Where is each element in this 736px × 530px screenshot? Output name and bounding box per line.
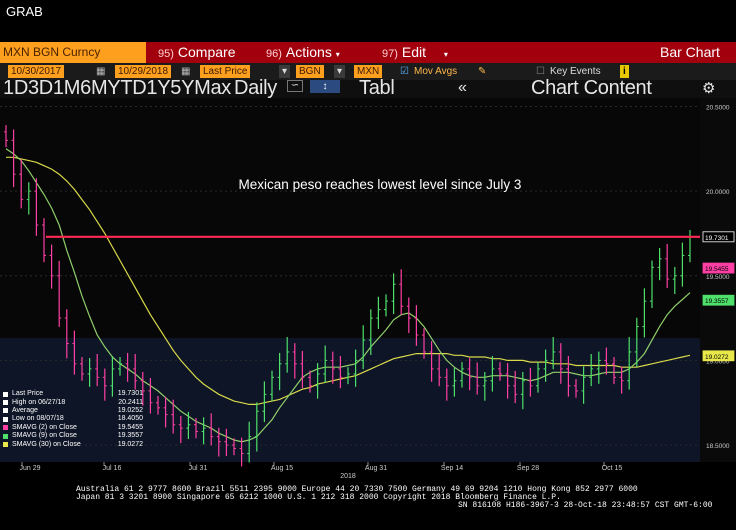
y-tick-label: 19.0000 — [706, 358, 730, 365]
frequency-selector[interactable]: Daily — [234, 77, 277, 99]
start-date-field[interactable]: 10/30/2017 — [8, 65, 65, 78]
y-tick-label: 19.5000 — [706, 274, 730, 281]
period-selector[interactable]: 1D3D1M6MYTD1Y5YMax — [3, 77, 232, 99]
y-tick-label: 20.5000 — [706, 104, 730, 111]
footer-contacts: Australia 61 2 9777 8600 Brazil 5511 239… — [76, 485, 638, 494]
legend-item: SMAVG (9) on Close 19.3557 — [3, 432, 143, 440]
compare-menu[interactable]: 95) Compare — [158, 42, 236, 63]
actions-label: Actions — [285, 44, 332, 60]
x-tick-label: Aug 15 — [271, 465, 293, 472]
legend-label: High on 06/27/18 — [12, 398, 66, 406]
x-tick-label: Sep 14 — [441, 465, 463, 472]
legend-value: 19.0252 — [117, 406, 143, 414]
actions-menu[interactable]: 96) Actions ▾ — [266, 42, 340, 63]
chart-legend: Last Price 19.7301 High on 06/27/18 20.2411… — [3, 390, 143, 449]
legend-item: Average 19.0252 — [3, 407, 143, 415]
legend-value: 20.2411 — [118, 398, 143, 406]
source-dropdown-icon[interactable]: ▾ — [334, 65, 346, 78]
legend-item: High on 06/27/18 20.2411 — [3, 398, 143, 406]
calendar-icon[interactable]: ▦ — [181, 66, 191, 77]
mov-avgs-label[interactable]: Mov Avgs — [414, 66, 458, 77]
legend-value: 19.3557 — [117, 432, 143, 440]
security-ticker[interactable]: MXN BGN Curncy — [0, 42, 146, 63]
price-tag-label: 19.3557 — [705, 298, 729, 305]
line-chart-icon[interactable]: ∽ — [287, 80, 303, 92]
actions-dropdown-icon: ▾ — [335, 50, 340, 59]
price-field-select[interactable]: Last Price — [200, 65, 251, 78]
chart-content-label[interactable]: Chart Content — [531, 77, 652, 99]
edit-shortcut: 97) — [382, 48, 398, 60]
legend-label: SMAVG (9) on Close — [12, 432, 77, 440]
price-tag — [702, 350, 735, 362]
currency-field[interactable]: MXN — [354, 65, 383, 78]
price-tag-label: 19.5455 — [705, 266, 729, 273]
x-tick-label: Sep 28 — [517, 465, 539, 472]
price-dropdown-icon[interactable]: ▾ — [279, 65, 291, 78]
price-tag-label: 19.7301 — [705, 235, 729, 242]
chart-type-label[interactable]: Bar Chart — [660, 44, 720, 60]
price-tag-label: 19.0272 — [705, 354, 729, 361]
chart-annotation: Mexican peso reaches lowest level since … — [239, 177, 522, 192]
legend-swatch — [3, 416, 8, 422]
x-tick-label: Jul 31 — [189, 465, 208, 472]
legend-item: Low on 08/07/18 18.4050 — [3, 415, 143, 423]
info-icon[interactable]: i — [620, 65, 629, 78]
legend-swatch — [3, 442, 8, 448]
legend-swatch — [3, 391, 8, 397]
key-events-checkbox[interactable]: ☐ — [536, 66, 545, 77]
x-tick-label: Jul 16 — [103, 465, 122, 472]
price-tag — [702, 294, 735, 306]
legend-value: 19.5455 — [117, 423, 143, 431]
legend-value: 18.4050 — [117, 415, 143, 423]
legend-value: 19.7301 — [117, 390, 143, 398]
legend-label: Average — [12, 406, 38, 414]
legend-swatch — [3, 425, 8, 431]
pencil-icon[interactable]: ✎ — [478, 66, 487, 77]
x-tick-label: Aug 31 — [365, 465, 387, 472]
price-tag — [702, 262, 735, 274]
end-date-field[interactable]: 10/29/2018 — [115, 65, 172, 78]
edit-dropdown-icon: ▾ — [443, 50, 448, 59]
legend-item: Last Price 19.7301 — [3, 390, 143, 398]
compare-label: Compare — [177, 44, 236, 60]
window-title: GRAB — [6, 4, 43, 19]
source-field[interactable]: BGN — [296, 65, 324, 78]
legend-label: SMAVG (30) on Close — [12, 440, 81, 448]
legend-value: 19.0272 — [117, 440, 143, 448]
edit-menu[interactable]: 97) Edit ▾ — [382, 42, 448, 63]
gear-icon[interactable]: ⚙ — [702, 80, 716, 97]
x-tick-label: Jun 29 — [19, 465, 40, 472]
x-tick-label: Oct 15 — [602, 465, 623, 472]
compare-shortcut: 95) — [158, 48, 174, 60]
axis-panel — [700, 98, 736, 462]
legend-swatch — [3, 408, 8, 414]
calendar-icon[interactable]: ▦ — [96, 66, 106, 77]
legend-label: Last Price — [12, 390, 44, 398]
footer-copyright: Japan 81 3 3201 8900 Singapore 65 6212 1… — [76, 493, 561, 502]
legend-label: Low on 08/07/18 — [12, 415, 64, 423]
period-bar — [0, 80, 736, 98]
actions-shortcut: 96) — [266, 48, 282, 60]
key-events-label[interactable]: Key Events — [550, 66, 601, 77]
legend-label: SMAVG (2) on Close — [12, 423, 77, 431]
footer-timestamp: SN 816108 H186-3967-3 28-Oct-18 23:48:57… — [458, 501, 713, 510]
collapse-icon[interactable]: « — [458, 79, 467, 96]
y-tick-label: 20.0000 — [706, 189, 730, 196]
y-tick-label: 18.5000 — [706, 443, 730, 450]
bar-chart-icon[interactable]: ↕ — [310, 80, 340, 93]
legend-swatch — [3, 400, 8, 406]
upper-panel — [0, 98, 700, 338]
mov-avgs-checkbox[interactable]: ☑ — [400, 66, 409, 77]
legend-item: SMAVG (2) on Close 19.5455 — [3, 424, 143, 432]
legend-item: SMAVG (30) on Close 19.0272 — [3, 440, 143, 448]
legend-swatch — [3, 433, 8, 439]
footer: Australia 61 2 9777 8600 Brazil 5511 239… — [0, 486, 736, 510]
function-toolbar — [0, 42, 736, 63]
price-tag — [702, 231, 735, 243]
edit-label: Edit — [401, 44, 427, 60]
table-view-label[interactable]: Tabl — [359, 77, 395, 99]
year-label: 2018 — [340, 473, 356, 480]
